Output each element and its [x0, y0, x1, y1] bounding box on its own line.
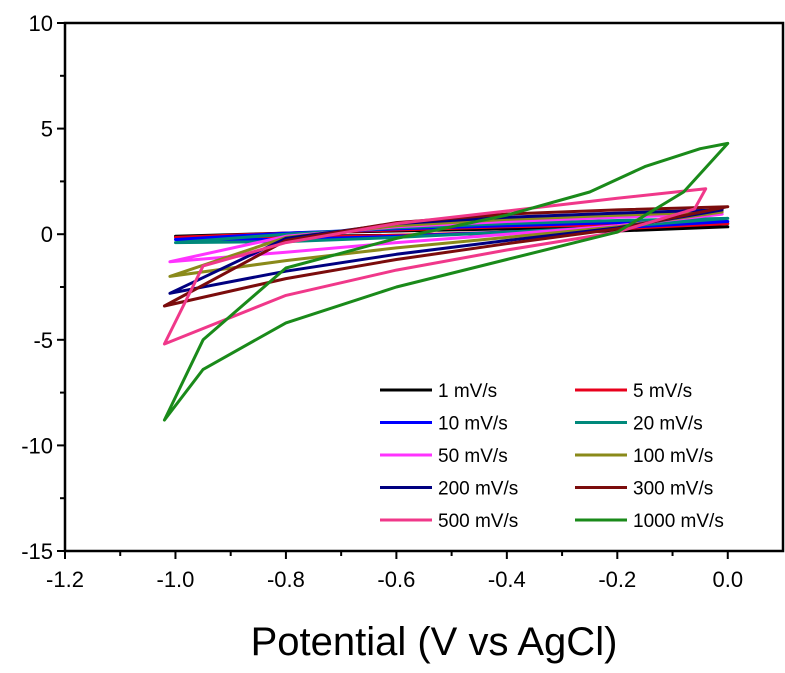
x-tick-label: -0.8 [267, 567, 305, 592]
legend: 1 mV/s 5 mV/s 10 mV/s 20 mV/s 50 mV/s 100 mV/… [380, 381, 724, 532]
legend-label-7: 300 mV/s [633, 479, 713, 500]
ticks-layer: -1.2 -1.0 -0.8 -0.6 -0.4 -0.2 0.0 -15 -10 -5 0 5 10 [21, 11, 743, 592]
legend-label-6: 200 mV/s [438, 479, 518, 500]
legend-label-2: 10 mV/s [438, 414, 508, 435]
x-tick-label: -1.2 [46, 567, 84, 592]
y-tick-label: 5 [41, 117, 53, 142]
legend-label-9: 1000 mV/s [633, 511, 724, 532]
y-tick-label: -5 [33, 328, 53, 353]
y-tick-label: -15 [21, 539, 53, 564]
series-line-8 [162, 187, 708, 346]
legend-label-8: 500 mV/s [438, 511, 518, 532]
series-layer [162, 141, 730, 422]
y-tick-label: -10 [21, 433, 53, 458]
x-tick-label: -0.2 [598, 567, 636, 592]
y-tick-label: 10 [29, 11, 53, 36]
x-tick-label: 0.0 [712, 567, 743, 592]
legend-label-0: 1 mV/s [438, 381, 497, 402]
series-line-9 [162, 141, 730, 422]
x-tick-label: -1.0 [157, 567, 195, 592]
legend-label-1: 5 mV/s [633, 381, 692, 402]
legend-label-3: 20 mV/s [633, 414, 703, 435]
x-tick-label: -0.6 [377, 567, 415, 592]
y-tick-label: 0 [41, 222, 53, 247]
x-axis-title: Potential (V vs AgCl) [251, 620, 618, 664]
legend-label-4: 50 mV/s [438, 446, 508, 467]
legend-label-5: 100 mV/s [633, 446, 713, 467]
plot-frame [63, 21, 785, 553]
x-tick-label: -0.4 [488, 567, 526, 592]
